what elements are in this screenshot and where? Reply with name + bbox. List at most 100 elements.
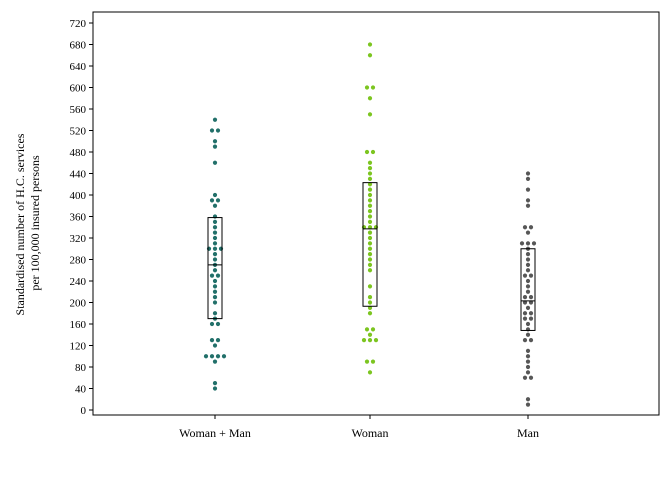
data-point [528, 316, 534, 321]
data-point [367, 241, 373, 246]
data-point [525, 262, 531, 267]
data-point [212, 257, 218, 262]
data-point [367, 198, 373, 203]
data-point [212, 343, 218, 348]
data-point [528, 311, 534, 316]
data-point [373, 338, 379, 343]
data-point [367, 171, 373, 176]
data-point [212, 295, 218, 300]
data-point [367, 300, 373, 305]
iqr-box [362, 182, 378, 307]
data-point [525, 370, 531, 375]
data-point [525, 241, 531, 246]
data-point [367, 235, 373, 241]
data-marks [203, 42, 537, 407]
data-point [367, 96, 373, 101]
data-point [525, 278, 531, 284]
iqr-box [520, 248, 536, 331]
data-point [212, 284, 218, 289]
y-axis-title-line-1: Standardised number of H.C. services [13, 133, 27, 315]
data-point [367, 42, 373, 47]
series-group [361, 42, 379, 375]
data-point [367, 192, 373, 198]
data-point [519, 241, 525, 246]
data-point [215, 273, 221, 278]
data-point [212, 117, 218, 122]
data-point [525, 268, 531, 273]
y-tick-label: 200 [70, 298, 87, 310]
data-point [367, 268, 373, 273]
y-tick-label: 440 [70, 169, 87, 181]
data-point [221, 354, 227, 359]
data-point [364, 327, 370, 332]
data-point [522, 273, 528, 278]
data-point [525, 198, 531, 203]
data-point [209, 128, 215, 133]
data-point [367, 262, 373, 267]
y-tick-label: 560 [70, 104, 87, 116]
y-tick-label: 480 [70, 147, 87, 159]
data-point [215, 354, 221, 359]
data-point [525, 332, 531, 337]
data-point [215, 338, 221, 343]
data-point [367, 284, 373, 289]
data-point [528, 375, 534, 380]
data-point [212, 219, 218, 224]
data-point [367, 332, 373, 337]
data-point [522, 316, 528, 321]
data-point [367, 225, 373, 230]
y-tick-label: 400 [70, 190, 87, 202]
data-point [367, 160, 373, 165]
data-point [367, 295, 373, 300]
y-tick-label: 520 [70, 126, 87, 138]
data-point [528, 273, 534, 278]
data-point [367, 187, 373, 192]
data-point [525, 397, 531, 402]
data-point [361, 338, 367, 343]
data-point [522, 295, 528, 300]
y-tick-label: 360 [70, 212, 87, 224]
data-point [367, 53, 373, 58]
y-tick-label: 240 [70, 276, 87, 288]
data-point [525, 359, 531, 364]
iqr-box [207, 217, 223, 320]
data-point [367, 257, 373, 262]
data-point [367, 214, 373, 219]
data-point [209, 354, 215, 359]
data-point [212, 289, 218, 294]
data-point [367, 338, 373, 343]
data-point [209, 321, 215, 327]
y-tick-label: 320 [70, 233, 87, 245]
data-point [525, 252, 531, 257]
y-tick-label: 160 [70, 319, 87, 331]
data-point [212, 252, 218, 257]
data-point [212, 311, 218, 316]
data-point [212, 359, 218, 364]
data-point [370, 359, 376, 364]
y-tick-label: 120 [70, 341, 87, 353]
data-point [525, 321, 531, 327]
data-point [367, 305, 373, 310]
data-point [525, 257, 531, 262]
data-point [215, 321, 221, 327]
data-point [212, 241, 218, 246]
data-point [528, 225, 534, 230]
data-point [367, 311, 373, 316]
data-point [525, 402, 531, 407]
data-point [528, 295, 534, 300]
y-tick-label: 640 [70, 61, 87, 73]
y-axis: 0 40 80 120 160 200 240 280 320 360 400 440 480 520 56… [70, 18, 93, 417]
data-point [525, 348, 531, 353]
x-axis: Woman + Man Woman Man [179, 415, 539, 440]
data-point [367, 219, 373, 224]
data-point [212, 246, 218, 251]
y-tick-label: 40 [75, 384, 87, 396]
data-point [522, 338, 528, 343]
data-point [370, 85, 376, 90]
data-point [525, 354, 531, 359]
y-tick-label: 0 [81, 405, 87, 417]
plot-frame [92, 11, 660, 416]
data-point [212, 225, 218, 230]
data-point [203, 354, 209, 359]
data-point [522, 311, 528, 316]
